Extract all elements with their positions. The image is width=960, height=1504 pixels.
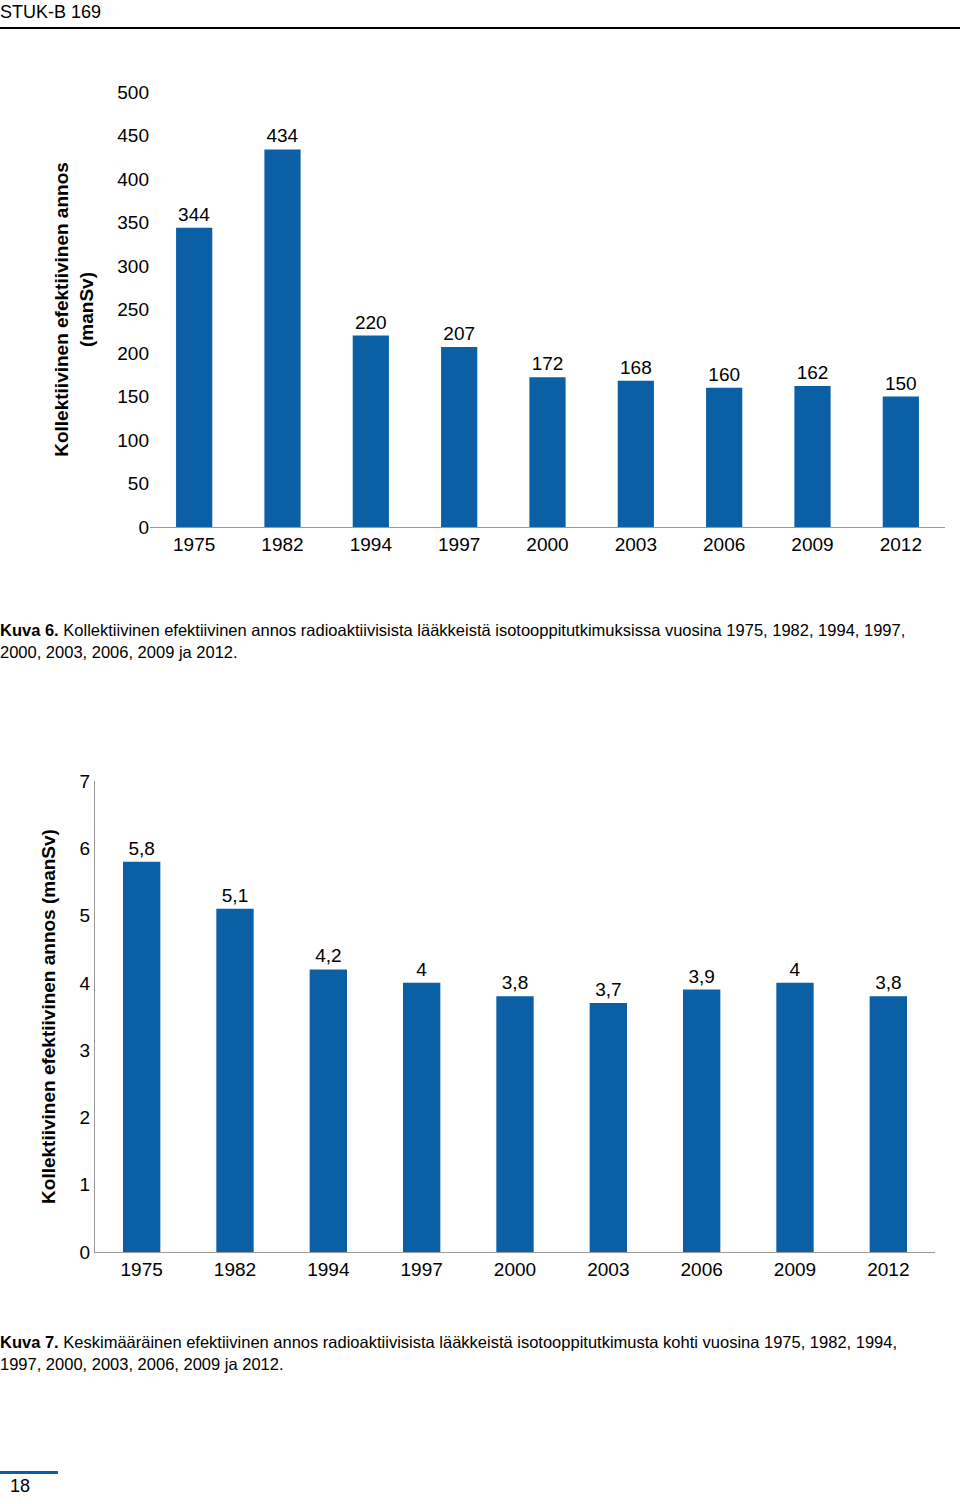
html-text:STUK-B 169: STUK-B 169 [0, 2, 101, 22]
svg-text:2003: 2003 [587, 1259, 629, 1280]
html-text:Kuva 7. Keskimääräinen efektii: Kuva 7. Keskimääräinen efektiivinen anno… [0, 1333, 897, 1373]
svg-text:2: 2 [80, 1107, 91, 1128]
svg-text:4: 4 [790, 959, 801, 980]
svg-text:2006: 2006 [681, 1259, 723, 1280]
svg-text:3,8: 3,8 [502, 972, 528, 993]
svg-text:150: 150 [885, 373, 917, 394]
svg-text:6: 6 [80, 838, 91, 859]
svg-text:Kollektiivinen efektiivinen an: Kollektiivinen efektiivinen annos(manSv) [51, 162, 97, 457]
svg-text:200: 200 [117, 343, 149, 364]
svg-text:2003: 2003 [615, 534, 657, 555]
svg-text:434: 434 [266, 125, 298, 146]
svg-text:150: 150 [117, 386, 149, 407]
svg-text:1975: 1975 [173, 534, 215, 555]
svg-text:2012: 2012 [880, 534, 922, 555]
svg-text:2009: 2009 [791, 534, 833, 555]
svg-text:7: 7 [80, 771, 91, 792]
svg-text:1982: 1982 [214, 1259, 256, 1280]
svg-text:4: 4 [416, 959, 427, 980]
svg-text:1975: 1975 [121, 1259, 163, 1280]
svg-text:1994: 1994 [307, 1259, 350, 1280]
svg-text:1: 1 [80, 1174, 91, 1195]
svg-text:344: 344 [178, 204, 210, 225]
svg-text:3,9: 3,9 [688, 966, 714, 987]
svg-text:162: 162 [797, 362, 829, 383]
svg-text:4,2: 4,2 [315, 945, 341, 966]
svg-text:2000: 2000 [494, 1259, 536, 1280]
html-text:18: 18 [10, 1476, 30, 1496]
svg-text:2000: 2000 [526, 534, 568, 555]
svg-text:160: 160 [708, 364, 740, 385]
svg-text:350: 350 [117, 212, 149, 233]
svg-text:450: 450 [117, 125, 149, 146]
svg-text:5,8: 5,8 [128, 838, 154, 859]
svg-text:168: 168 [620, 357, 652, 378]
svg-text:500: 500 [117, 82, 149, 103]
svg-text:2009: 2009 [774, 1259, 816, 1280]
svg-text:172: 172 [532, 353, 564, 374]
svg-text:50: 50 [128, 473, 149, 494]
svg-text:1997: 1997 [401, 1259, 443, 1280]
svg-text:Kollektiivinen efektiivinen an: Kollektiivinen efektiivinen annos (manSv… [38, 829, 59, 1204]
svg-text:4: 4 [80, 973, 91, 994]
svg-text:5,1: 5,1 [222, 885, 248, 906]
svg-text:2012: 2012 [867, 1259, 909, 1280]
svg-text:300: 300 [117, 256, 149, 277]
svg-text:3,8: 3,8 [875, 972, 901, 993]
svg-text:0: 0 [138, 517, 149, 538]
svg-text:3: 3 [80, 1040, 91, 1061]
svg-text:1982: 1982 [261, 534, 303, 555]
svg-text:5: 5 [80, 905, 91, 926]
svg-text:100: 100 [117, 430, 149, 451]
svg-text:207: 207 [443, 323, 475, 344]
svg-text:400: 400 [117, 169, 149, 190]
svg-text:3,7: 3,7 [595, 979, 621, 1000]
svg-text:250: 250 [117, 299, 149, 320]
svg-text:0: 0 [80, 1242, 91, 1263]
svg-text:1994: 1994 [350, 534, 393, 555]
svg-text:1997: 1997 [438, 534, 480, 555]
svg-text:2006: 2006 [703, 534, 745, 555]
html-text:Kuva 6. Kollektiivinen efektii: Kuva 6. Kollektiivinen efektiivinen anno… [0, 621, 906, 661]
svg-text:220: 220 [355, 312, 387, 333]
